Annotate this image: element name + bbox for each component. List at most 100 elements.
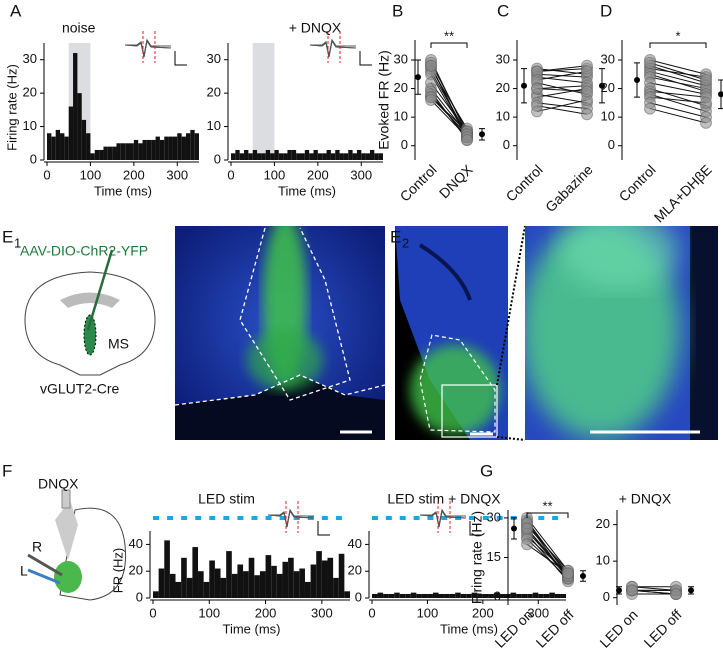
histogram-bar: [198, 571, 204, 598]
histogram-bar: [164, 540, 170, 598]
pair-line: [649, 62, 707, 81]
pair-line: [649, 59, 707, 75]
brain-schematic: [24, 249, 156, 376]
y-tick-label: 0: [494, 589, 501, 604]
histogram-bar: [73, 53, 78, 160]
pair-line: [526, 536, 569, 574]
panel-label: F: [2, 461, 12, 480]
histogram-bar: [374, 153, 379, 160]
significance-bracket: [526, 512, 569, 518]
histogram-bar: [231, 573, 238, 598]
led-label: L: [20, 563, 28, 579]
y-tick-label: 10: [601, 109, 615, 124]
y-tick-label: 0: [136, 589, 143, 604]
histogram-bar: [321, 560, 328, 598]
y-tick-label: 20: [207, 85, 221, 100]
data-point: [531, 82, 543, 95]
y-tick-label: 0: [401, 137, 408, 152]
mean-point: [521, 82, 527, 89]
histogram-bar: [177, 133, 182, 160]
data-point: [700, 116, 712, 129]
histogram-bar: [410, 592, 417, 598]
scale-bar: [359, 51, 372, 66]
histogram-bar: [116, 143, 121, 160]
histogram-bar: [153, 591, 159, 598]
x-tick-label: MLA+DHβE: [651, 161, 715, 225]
histogram-bar: [265, 555, 272, 598]
histogram-bar: [455, 592, 461, 598]
histogram-bar: [151, 139, 156, 160]
histogram-bar: [499, 593, 506, 598]
histogram-bar: [432, 592, 439, 598]
pair-line: [649, 93, 707, 112]
chart-title: LED stim: [198, 491, 255, 507]
histogram-bar: [510, 592, 517, 598]
histogram-bar: [181, 557, 187, 598]
pair-line: [649, 68, 707, 78]
mean-point: [415, 74, 421, 81]
histogram-bar: [438, 593, 445, 598]
histogram-bar: [356, 149, 362, 160]
histogram-bar: [181, 136, 186, 160]
histogram-bar: [365, 153, 370, 160]
x-tick-label: 0: [149, 605, 156, 620]
panel-label: D: [600, 1, 612, 20]
y-tick-label: 30: [601, 51, 615, 66]
histogram-bar: [348, 149, 353, 160]
histogram-bar: [248, 557, 255, 598]
histogram-bar: [493, 592, 500, 598]
data-point: [521, 522, 533, 535]
histogram-bar: [471, 592, 478, 598]
pair-line: [526, 543, 569, 574]
data-point: [562, 567, 574, 580]
y-axis-label: Evoked FR (Hz): [376, 50, 392, 150]
histogram-bar: [287, 149, 292, 160]
pair-line: [430, 99, 468, 138]
histogram-bar: [416, 593, 422, 598]
histogram-bar: [309, 153, 314, 160]
histogram-bar: [482, 593, 489, 598]
x-axis-label: Time (ms): [440, 621, 498, 636]
chart-title: + DNQX: [289, 20, 342, 36]
pair-line: [536, 65, 588, 72]
histogram-bar: [343, 153, 349, 160]
data-point: [700, 96, 712, 109]
histogram-bar: [244, 149, 249, 160]
x-tick-label: 100: [264, 167, 286, 182]
histogram-bar: [133, 139, 139, 160]
histogram-bar: [313, 149, 318, 160]
histogram-bar: [377, 592, 384, 598]
x-tick-label: 100: [417, 605, 439, 620]
pair-line: [649, 88, 707, 107]
y-tick-label: 30: [394, 51, 408, 66]
pair-line: [526, 517, 569, 572]
x-tick-label: Gabazine: [542, 161, 596, 215]
y-tick-label: 20: [348, 563, 362, 578]
histogram-bar: [296, 153, 301, 160]
data-point: [581, 85, 593, 98]
histogram-bar: [94, 149, 100, 160]
y-axis-label: Firing rate (Hz): [4, 64, 19, 151]
histogram-bar: [77, 93, 82, 160]
histogram-bar: [405, 593, 411, 598]
pair-line: [649, 70, 707, 87]
histogram-bar: [107, 146, 113, 160]
histogram-bar: [554, 593, 561, 598]
histogram-bar: [304, 149, 310, 160]
spike-waveform: [267, 509, 315, 528]
data-point: [644, 102, 656, 115]
data-point: [626, 584, 638, 597]
x-axis-label: Time (ms): [94, 183, 152, 198]
histogram-bar: [103, 146, 108, 160]
x-tick-label: Control: [397, 161, 440, 204]
y-tick-label: 0: [214, 151, 221, 166]
data-point: [531, 99, 543, 112]
x-tick-label: 0: [368, 605, 375, 620]
histogram-bar: [421, 593, 428, 598]
pair-line: [526, 533, 569, 582]
histogram-bar: [538, 593, 544, 598]
x-tick-label: 100: [198, 605, 220, 620]
x-axis-label: Time (ms): [278, 183, 336, 198]
histogram-bar: [265, 149, 271, 160]
histogram-bar: [248, 153, 253, 160]
